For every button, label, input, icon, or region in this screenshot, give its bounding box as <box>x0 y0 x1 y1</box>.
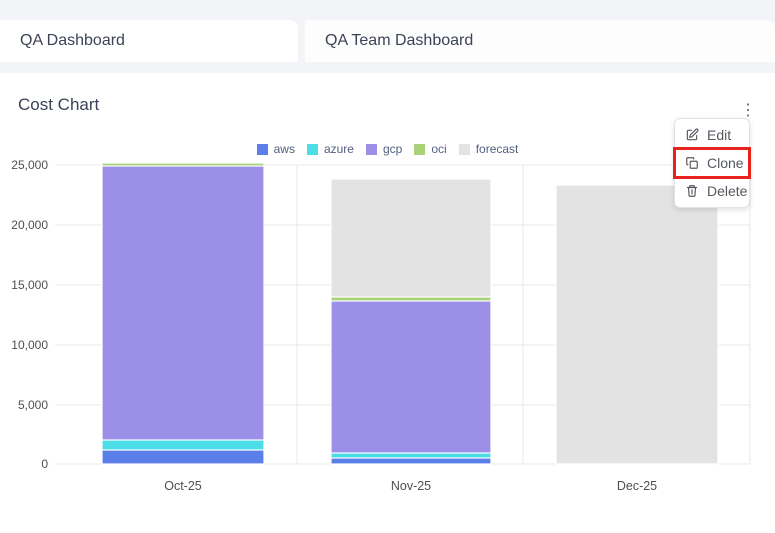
svg-text:Oct-25: Oct-25 <box>164 479 202 493</box>
svg-text:20,000: 20,000 <box>11 218 48 232</box>
svg-text:Dec-25: Dec-25 <box>617 479 657 493</box>
svg-text:5,000: 5,000 <box>18 398 48 412</box>
svg-text:25,000: 25,000 <box>11 160 48 172</box>
svg-text:10,000: 10,000 <box>11 338 48 352</box>
svg-text:Nov-25: Nov-25 <box>391 479 431 493</box>
svg-text:15,000: 15,000 <box>11 278 48 292</box>
svg-text:0: 0 <box>41 457 48 471</box>
